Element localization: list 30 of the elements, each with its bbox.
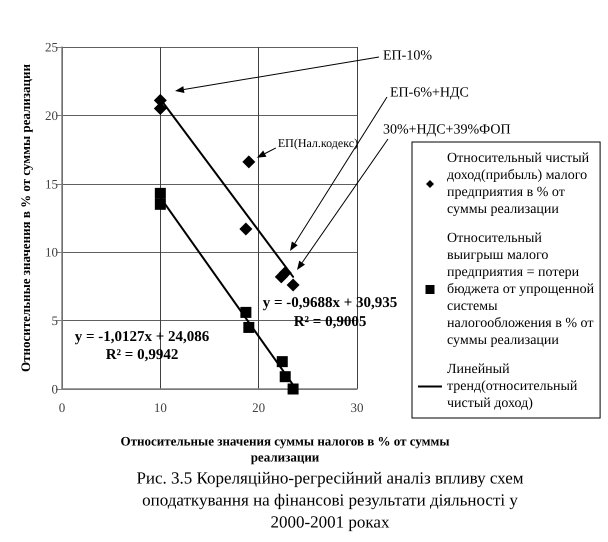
y-tick-label: 0 <box>52 382 58 396</box>
legend-label: Линейный тренд(относительный чистый доход) <box>447 362 578 411</box>
point <box>154 188 166 199</box>
point <box>276 356 288 368</box>
point <box>288 384 299 394</box>
legend-label: Относительный чистый доход(прибыль) малого предприятия в % от суммы реализации <box>447 151 590 217</box>
point <box>243 322 254 333</box>
y-tick-label: 10 <box>45 244 58 260</box>
x-axis-title: Относительные значения суммы налогов в % от суммы реализации <box>120 434 450 464</box>
point <box>278 266 292 280</box>
point <box>286 278 300 292</box>
point <box>240 306 252 318</box>
point <box>280 371 291 382</box>
y-tick-label: 25 <box>45 40 58 54</box>
point <box>154 198 166 210</box>
x-tick-label: 20 <box>252 400 266 415</box>
point <box>239 222 252 236</box>
point <box>242 155 256 168</box>
y-tick-label: 20 <box>45 108 58 123</box>
text: ЕП-6%+НДС <box>390 86 469 100</box>
text: Рис. 3.5 Кореляційно-регресійний аналіз впливу схем оподаткування на фінансові результати діяльності у 2000-2001 роках <box>136 468 524 532</box>
text: ЕП-10% <box>383 48 432 64</box>
x-tick-label: 30 <box>350 400 364 415</box>
text: 30%+НДС+39%ФОП <box>383 122 511 138</box>
y-tick-label: 5 <box>52 313 58 328</box>
legend-label: Относительный выигрыш малого предприятия = потери бюджета от упрощенной системы налогообложения в % от суммы реализации <box>447 231 595 348</box>
y-axis-title: Относительные значения в % от суммы реализации <box>18 64 33 372</box>
point <box>154 102 167 116</box>
y-tick-label: 15 <box>45 176 58 192</box>
x-tick-label: 10 <box>154 400 167 415</box>
